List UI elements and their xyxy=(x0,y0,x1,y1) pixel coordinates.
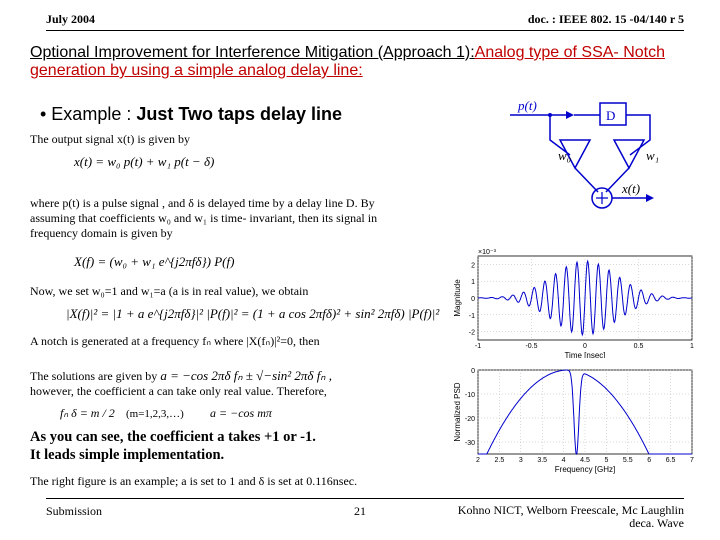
svg-text:1: 1 xyxy=(471,279,475,286)
title-part1: Optional Improvement for Interference Mi… xyxy=(30,44,475,61)
svg-text:-2: -2 xyxy=(469,330,475,337)
footer-company: deca. Wave xyxy=(458,517,684,530)
svg-text:3: 3 xyxy=(519,457,523,464)
title-part2: Analog type of SSA- xyxy=(475,44,619,61)
svg-text:6: 6 xyxy=(647,457,651,464)
conc-line1: As you can see, the coefficient a takes … xyxy=(30,428,430,446)
svg-text:x(t): x(t) xyxy=(621,181,640,196)
svg-text:7: 7 xyxy=(690,457,694,464)
svg-text:D: D xyxy=(606,108,615,123)
svg-text:0.5: 0.5 xyxy=(634,343,644,350)
svg-text:-10: -10 xyxy=(465,392,475,399)
svg-text:6.5: 6.5 xyxy=(666,457,676,464)
conclusion: As you can see, the coefficient a takes … xyxy=(30,428,430,464)
svg-text:w₀: w₀ xyxy=(558,148,571,163)
right-figure-caption: The right figure is an example; a is set… xyxy=(30,474,710,489)
footer-right: Kohno NICT, Welborn Freescale, Mc Laughl… xyxy=(458,504,684,529)
delay-line-diagram: p(t) Dw₀ w₁ x(t) xyxy=(510,100,690,230)
spectrum-chart: 2 2.5 3 3.5 4 4.5 5 5.5 6 6.5 7 -30 -20 -10 0 Normalize… xyxy=(450,362,702,474)
svg-text:2.5: 2.5 xyxy=(495,457,505,464)
svg-text:4: 4 xyxy=(562,457,566,464)
equation-X-f: X(f) = (w₀ + w₁ e^{j2πfδ}) P(f) xyxy=(74,254,234,270)
conc-line2: It leads simple implementation. xyxy=(30,446,430,464)
slide-title: Optional Improvement for Interference Mi… xyxy=(30,44,700,80)
bullet-rest: Just Two taps delay line xyxy=(131,104,342,124)
svg-text:-1: -1 xyxy=(475,343,481,350)
svg-text:3.5: 3.5 xyxy=(537,457,547,464)
header-date: July 2004 xyxy=(46,12,95,27)
sol1: The solutions are given by xyxy=(30,369,157,383)
svg-text:-20: -20 xyxy=(465,416,475,423)
header-doc: doc. : IEEE 802. 15 -04/140 r 5 xyxy=(528,12,684,27)
now-we-set-text: Now, we set w₀=1 and w₁=a (a is in real … xyxy=(30,284,308,299)
svg-text:4.5: 4.5 xyxy=(580,457,590,464)
svg-text:2: 2 xyxy=(476,457,480,464)
svg-text:-30: -30 xyxy=(465,440,475,447)
svg-text:Time [nsec]: Time [nsec] xyxy=(564,351,605,358)
svg-text:1: 1 xyxy=(690,343,694,350)
svg-text:0: 0 xyxy=(471,296,475,303)
where-text: where p(t) is a pulse signal , and δ is … xyxy=(30,196,420,241)
svg-text:w₁: w₁ xyxy=(646,148,659,163)
notch-text: A notch is generated at a frequency fₙ w… xyxy=(30,334,430,349)
svg-text:2: 2 xyxy=(471,262,475,269)
footer-rule xyxy=(46,498,684,499)
equation-fn-delta: fₙ δ = m / 2 xyxy=(60,406,115,421)
example-bullet: • Example : Just Two taps delay line xyxy=(40,104,342,125)
bullet-lead: • Example : xyxy=(40,104,131,124)
solutions-text: The solutions are given by a = −cos 2πδ … xyxy=(30,368,430,399)
sol2: however, the coefficient a can take only… xyxy=(30,384,327,398)
equation-x-t: x(t) = w₀ p(t) + w₁ p(t − δ) xyxy=(74,154,214,170)
svg-text:0: 0 xyxy=(583,343,587,350)
footer-authors: Kohno NICT, Welborn Freescale, Mc Laughl… xyxy=(458,504,684,517)
svg-text:-0.5: -0.5 xyxy=(525,343,537,350)
output-signal-text: The output signal x(t) is given by xyxy=(30,132,190,147)
header-rule xyxy=(46,30,684,31)
svg-text:p(t): p(t) xyxy=(517,100,537,113)
svg-text:Frequency [GHz]: Frequency [GHz] xyxy=(555,465,615,474)
equation-mag-sq: |X(f)|² = |1 + a e^{j2πfδ}|² |P(f)|² = (… xyxy=(66,306,439,322)
svg-text:Magnitude: Magnitude xyxy=(453,279,462,317)
waveform-chart: -1-0.500.51-2-1012MagnitudeTime [nsec]×1… xyxy=(450,246,702,358)
equation-m-list: (m=1,2,3,…) xyxy=(126,408,184,420)
svg-text:Normalized PSD: Normalized PSD xyxy=(453,382,462,441)
svg-text:5.5: 5.5 xyxy=(623,457,633,464)
svg-text:0: 0 xyxy=(471,368,475,375)
equation-solution: a = −cos 2πδ fₙ ± √−sin² 2πδ fₙ , xyxy=(160,368,332,383)
svg-text:5: 5 xyxy=(604,457,608,464)
svg-text:-1: -1 xyxy=(469,313,475,320)
equation-a-cos: a = −cos mπ xyxy=(210,406,272,421)
svg-text:×10⁻³: ×10⁻³ xyxy=(478,249,497,256)
